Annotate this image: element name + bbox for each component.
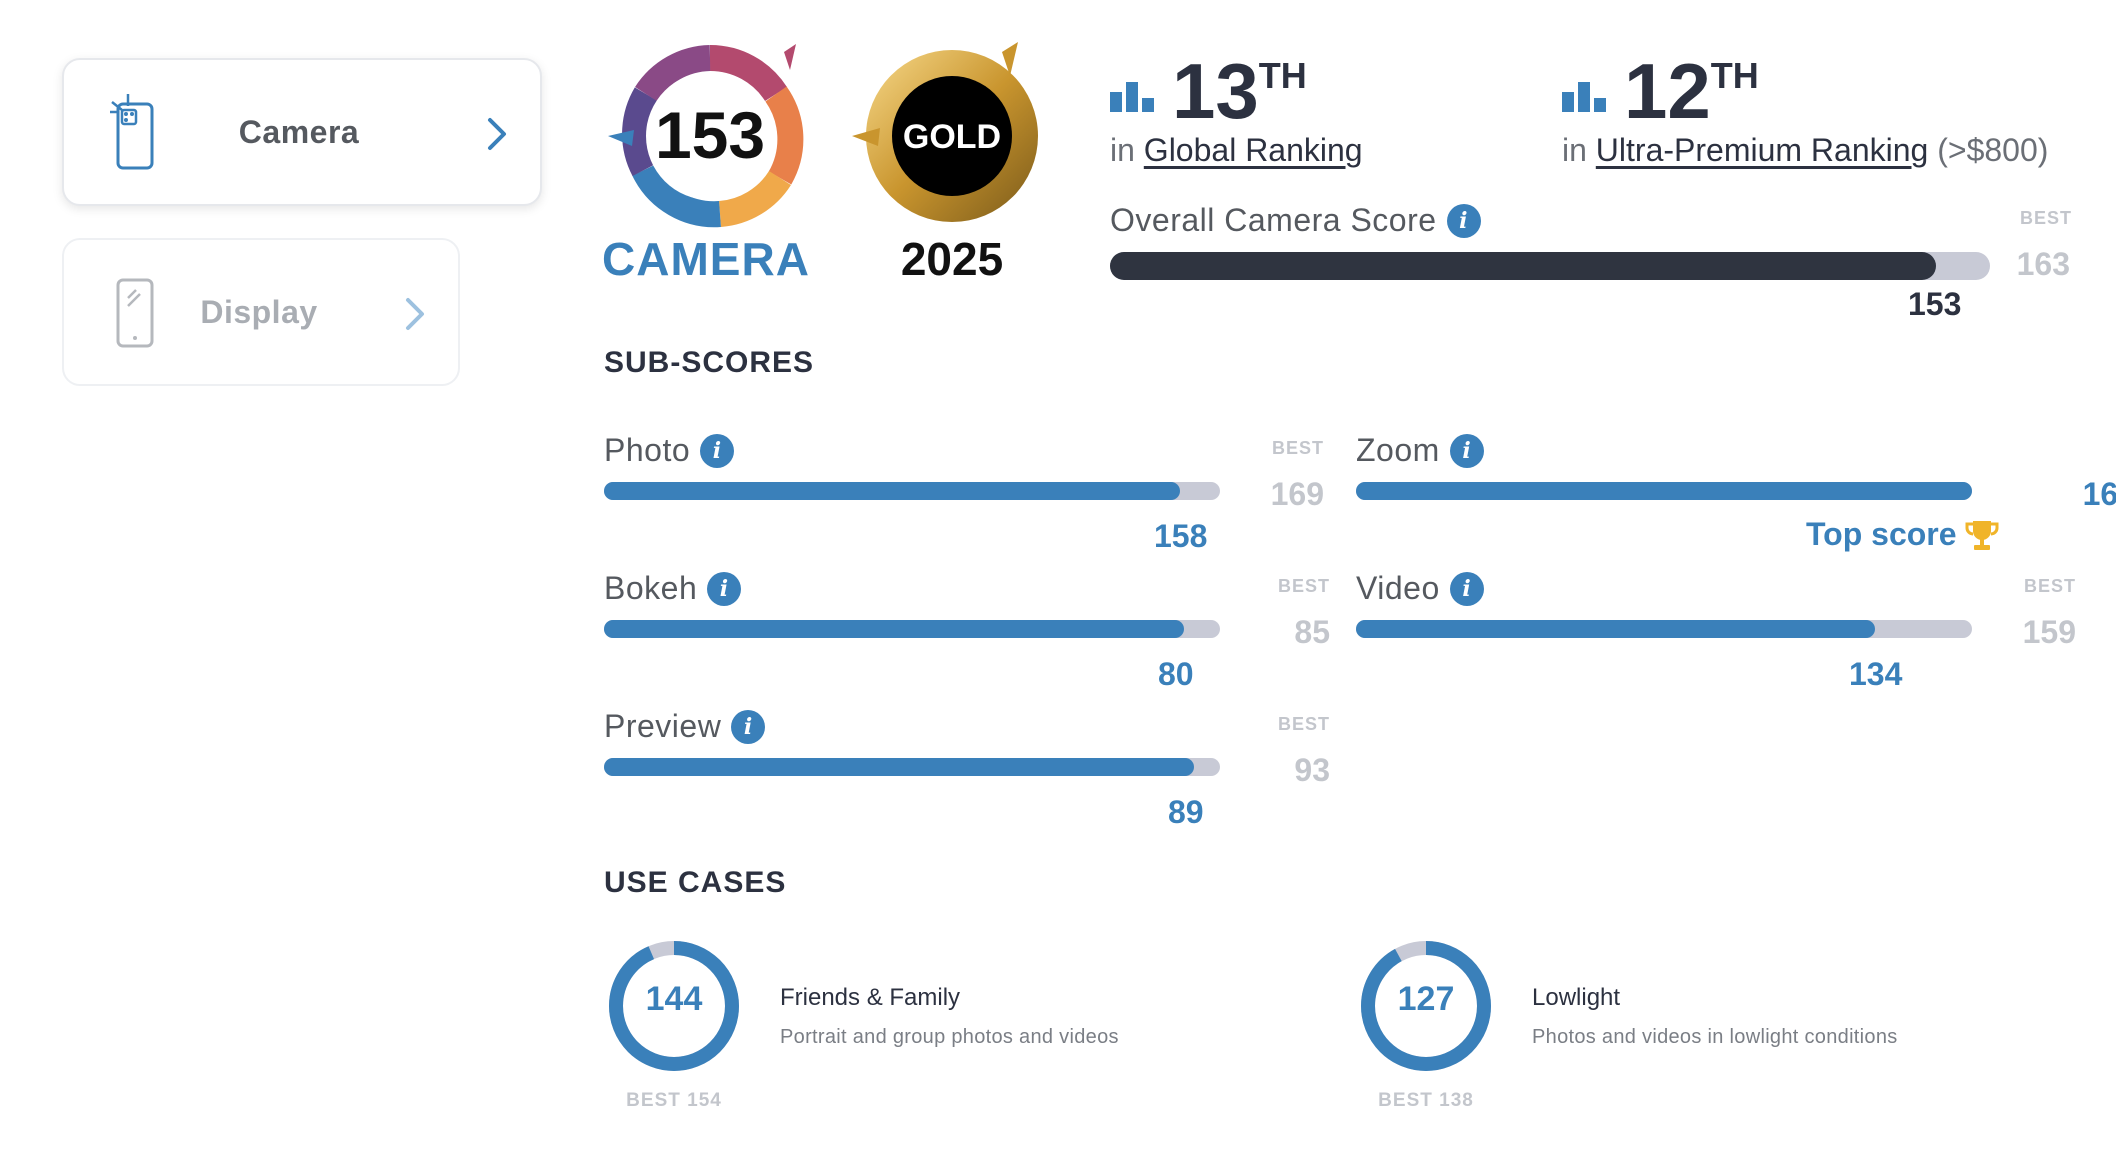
best-value: 85 (1294, 614, 1330, 650)
camera-badge-label: CAMERA (602, 233, 810, 285)
use-case-description: Photos and videos in lowlight conditions (1532, 1026, 1898, 1048)
sidebar-item-label: Camera (238, 113, 360, 150)
overall-score-bar (1110, 252, 1990, 280)
use-cases-heading: USE CASES (604, 866, 787, 899)
use-case-ring (609, 941, 739, 1071)
best-value: 169 (1270, 476, 1324, 512)
segment-rank-number: 12TH (1624, 47, 1759, 135)
use-case-score: 144 (645, 980, 703, 1018)
sub-score-video: Video i BEST 159 134 (1356, 570, 2076, 700)
bar-chart-icon (1562, 82, 1606, 112)
overall-best-value: 163 (2016, 246, 2070, 282)
sub-score-label: Bokeh i (604, 570, 742, 607)
camera-score-text: 153 (655, 98, 765, 172)
overall-score-fill (1110, 252, 1936, 280)
best-label: BEST (1277, 714, 1330, 734)
bar-chart-icon (1110, 82, 1154, 112)
chevron-right-icon (406, 298, 424, 330)
gold-text: GOLD (903, 118, 1001, 156)
use-case-title: Lowlight (1532, 984, 1621, 1011)
gold-label-badge: GOLD (852, 42, 1038, 222)
camera-score-badge: 153 (608, 44, 804, 228)
use-case-best: BEST 138 (1378, 1090, 1474, 1111)
sub-score-preview: Preview i BEST 93 89 (604, 708, 1330, 838)
score-fill (604, 620, 1184, 638)
score-bar (1356, 482, 1972, 500)
score-value: 89 (1168, 794, 1204, 830)
zoom-best-value: 169 (2082, 476, 2116, 512)
info-icon[interactable]: i (731, 709, 766, 744)
best-label: BEST (2023, 576, 2076, 596)
segment-rank-text: in Ultra-Premium Ranking (>$800) (1562, 132, 2049, 168)
info-icon[interactable]: i (1449, 571, 1484, 606)
sub-score-label: Preview i (604, 708, 766, 745)
score-bar (604, 620, 1220, 638)
use-case-friends-family: 144 BEST 154 Friends & Family Portrait a… (604, 936, 1304, 1116)
global-rank-number: 13TH (1172, 47, 1307, 135)
sidebar-item-display[interactable]: Display (62, 238, 460, 386)
sub-score-bokeh: Bokeh i BEST 85 80 (604, 570, 1330, 700)
segment-ranking-link[interactable]: Ultra-Premium Ranking (1595, 132, 1929, 168)
chevron-right-icon (488, 118, 506, 150)
score-fill (1356, 620, 1875, 638)
score-fill (604, 758, 1194, 776)
score-bar (604, 482, 1220, 500)
info-icon[interactable]: i (707, 571, 742, 606)
sub-score-label: Video i (1356, 570, 1484, 607)
score-value: 134 (1849, 656, 1903, 692)
sidebar-item-camera[interactable]: Camera (62, 58, 542, 206)
score-fill (604, 482, 1180, 500)
sidebar-item-label: Display (200, 293, 318, 330)
sub-scores-heading: SUB-SCORES (604, 346, 815, 379)
overall-score-title: Overall Camera Score i (1110, 202, 1481, 239)
trophy-icon (1965, 520, 1999, 550)
global-ranking: 13TH in Global Ranking (1110, 52, 1550, 182)
best-value: 93 (1294, 752, 1330, 788)
top-score-label: Top score (1806, 516, 1999, 553)
sub-score-label: Zoom i (1356, 432, 1484, 469)
global-rank-text: in Global Ranking (1110, 132, 1363, 168)
use-case-best: BEST 154 (626, 1090, 722, 1111)
score-value: 158 (1154, 518, 1208, 554)
sub-score-label: Photo i (604, 432, 735, 469)
use-case-ring (1361, 941, 1491, 1071)
info-icon[interactable]: i (1446, 203, 1481, 238)
use-case-lowlight: 127 BEST 138 Lowlight Photos and videos … (1356, 936, 2056, 1116)
camera-phone-icon (110, 94, 154, 170)
info-icon[interactable]: i (1449, 433, 1484, 468)
segment-ranking: 12TH in Ultra-Premium Ranking (>$800) (1562, 52, 2082, 182)
gold-badge-year: 2025 (900, 233, 1004, 285)
best-label: BEST (1271, 438, 1324, 458)
sub-score-photo: Photo i BEST 169 158 (604, 432, 1324, 562)
best-value: 159 (2022, 614, 2076, 650)
display-phone-icon (116, 278, 154, 348)
use-case-title: Friends & Family (780, 984, 961, 1011)
score-fill (1356, 482, 1972, 500)
best-label: BEST (1277, 576, 1330, 596)
use-case-description: Portrait and group photos and videos (780, 1026, 1119, 1048)
info-icon[interactable]: i (700, 433, 735, 468)
score-value: 80 (1158, 656, 1194, 692)
overall-best-label: BEST (2020, 208, 2073, 228)
score-bar (604, 758, 1220, 776)
use-case-score: 127 (1397, 980, 1455, 1018)
score-bar (1356, 620, 1972, 638)
overall-score-value: 153 (1908, 286, 1962, 322)
global-ranking-link[interactable]: Global Ranking (1143, 132, 1363, 168)
